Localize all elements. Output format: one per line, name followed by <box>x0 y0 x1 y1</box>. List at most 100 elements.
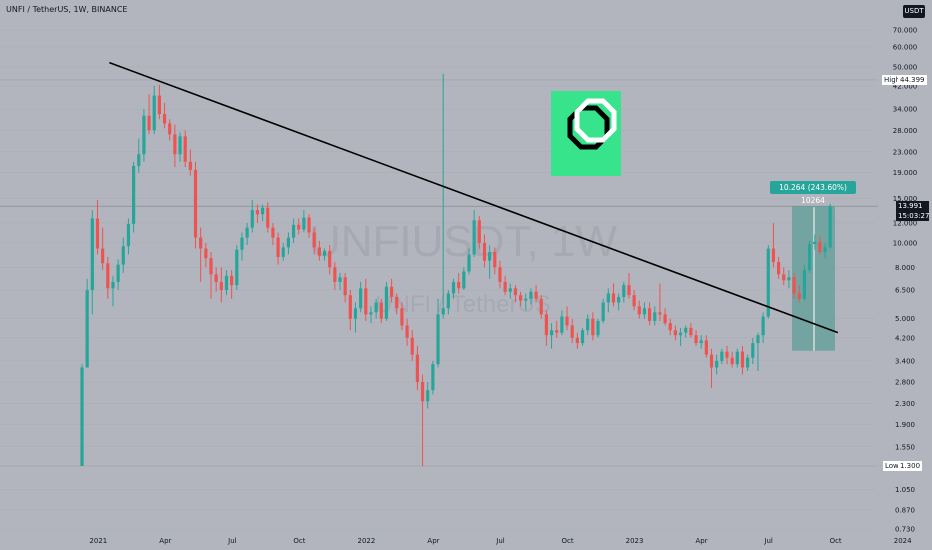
candle-body <box>709 354 714 368</box>
candle-body <box>230 275 234 286</box>
candle-body <box>266 207 270 228</box>
candle-body <box>147 115 151 131</box>
candle-body <box>374 302 378 313</box>
time-axis[interactable]: 2021 Apr Jul Oct 2022 Apr Jul Oct 2023 Apr Jul Oct 2… <box>89 537 932 545</box>
low-label: Low <box>883 461 901 471</box>
price-tick: 34.000 <box>893 106 918 114</box>
candle-body <box>317 247 321 256</box>
candle-body <box>240 237 244 250</box>
candle-body <box>689 327 693 336</box>
candle-body <box>549 330 554 336</box>
time-tick: Jul <box>495 537 505 545</box>
candle-body <box>642 308 647 315</box>
candle-body <box>199 237 203 249</box>
candle-body <box>364 288 368 315</box>
candle-body <box>395 296 399 309</box>
candle-body <box>142 115 146 155</box>
candle-body <box>529 291 533 299</box>
candle-body <box>663 314 667 324</box>
candle-body <box>586 318 590 331</box>
candle-body <box>224 275 229 291</box>
candle-body <box>359 288 363 309</box>
candle-body <box>405 325 409 338</box>
candle-body <box>818 241 822 253</box>
candle-body <box>668 323 672 331</box>
candle-body <box>90 218 94 291</box>
price-tick: 2.300 <box>895 400 915 408</box>
candle-body <box>168 123 172 135</box>
candle-body <box>451 281 456 294</box>
candle-body <box>534 291 538 299</box>
candle-body <box>560 316 564 333</box>
candle-body <box>632 295 636 307</box>
grid <box>0 29 875 530</box>
candle-body <box>565 316 569 326</box>
time-tick: 2023 <box>626 537 644 545</box>
candle-body <box>328 250 332 268</box>
currency-badge[interactable]: USDT <box>903 5 925 18</box>
price-tick: 6.500 <box>895 287 915 295</box>
price-tick: 70.000 <box>893 27 918 35</box>
candle-body <box>426 390 430 402</box>
candle-body <box>183 136 187 162</box>
candle-body <box>539 298 543 315</box>
candle-body <box>250 210 254 228</box>
candle-body <box>281 247 285 257</box>
candle-body <box>746 357 750 368</box>
price-tick: 28.000 <box>893 127 918 135</box>
candle-body <box>333 267 337 282</box>
candle-body <box>193 169 198 238</box>
price-tick: 10.000 <box>893 239 918 247</box>
candle-body <box>338 277 342 282</box>
candle-body <box>570 325 574 338</box>
candle-body <box>322 250 327 256</box>
candle-body <box>725 351 729 358</box>
candle-body <box>508 288 512 292</box>
candle-body <box>766 248 770 317</box>
candle-body <box>493 252 497 268</box>
time-tick: Jul <box>227 537 237 545</box>
candle-body <box>637 306 641 315</box>
candle-body <box>467 254 471 272</box>
candle-body <box>802 270 806 299</box>
high-value: 44.399 <box>898 75 927 85</box>
candle-body <box>555 330 559 333</box>
candle-body <box>544 314 548 336</box>
price-tick: 2.800 <box>895 379 915 387</box>
candle-body <box>446 293 450 309</box>
candle-body <box>472 220 476 255</box>
candle-body <box>255 210 260 215</box>
time-tick: Oct <box>830 537 842 545</box>
candle-body <box>524 298 528 301</box>
candle-body <box>106 263 110 289</box>
candle-body <box>116 264 120 282</box>
candle-body <box>678 332 683 336</box>
candle-body <box>390 286 394 297</box>
candle-body <box>498 267 502 282</box>
trendline[interactable] <box>109 61 839 334</box>
symbol-header: UNFI / TetherUS, 1W, BINANCE <box>6 5 128 14</box>
candle-body <box>214 274 218 282</box>
candle-body <box>575 337 579 344</box>
candle-body <box>173 134 177 155</box>
candle-body <box>441 308 445 315</box>
time-tick: Apr <box>159 537 171 545</box>
candle-body <box>777 261 781 275</box>
candle-body <box>209 258 213 275</box>
price-tick: 19.000 <box>893 169 918 177</box>
candle-body <box>271 227 275 238</box>
candle-body <box>787 277 791 281</box>
candle-body <box>286 237 290 248</box>
candle-body <box>807 244 812 271</box>
candle-body <box>462 271 466 289</box>
candle-body <box>348 295 352 319</box>
candle-body <box>111 281 115 289</box>
time-tick: Apr <box>696 537 708 545</box>
candle-body <box>400 308 404 326</box>
price-axis[interactable]: 70.000 60.000 50.000 42.000 34.000 28.000 23.0… <box>893 27 918 534</box>
candle-body <box>591 318 595 336</box>
candle-body <box>307 217 311 233</box>
price-tick: 23.000 <box>893 148 918 156</box>
